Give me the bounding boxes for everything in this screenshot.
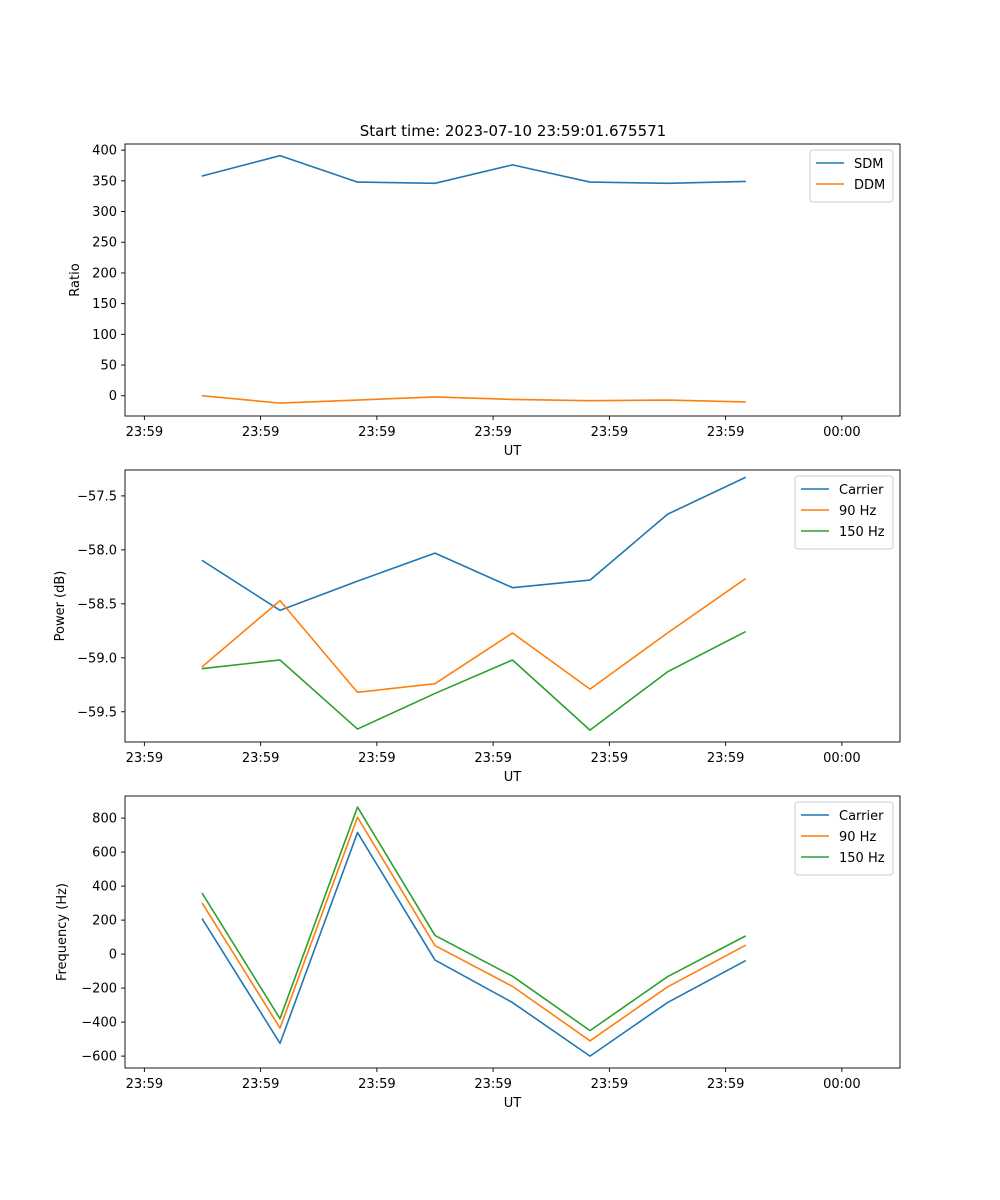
frequency-x-axis-label: UT <box>504 1096 522 1111</box>
frequency-series-90-hz <box>201 816 747 1042</box>
frequency-y-tick-label: 800 <box>92 812 117 827</box>
frequency-panel: 23:59 23:59 23:59 23:59 23:59 23:59 00:00 −600 −… <box>55 795 901 1111</box>
power-y-axis-label: Power (dB) <box>53 571 68 642</box>
frequency-x-tick-label: 23:59 <box>707 1077 744 1092</box>
frequency-legend-label: Carrier <box>839 809 884 824</box>
frequency-axes-frame <box>124 795 901 1069</box>
power-legend-label: 90 Hz <box>839 504 876 519</box>
ratio-x-tick-label: 00:00 <box>823 425 860 440</box>
ratio-y-tick-label: 400 <box>92 144 117 159</box>
power-axes-frame <box>124 469 901 743</box>
ratio-y-tick-label: 100 <box>92 328 117 343</box>
frequency-x-tick-label: 23:59 <box>242 1077 279 1092</box>
ratio-x-tick-label: 23:59 <box>358 425 395 440</box>
power-series-carrier <box>201 476 747 612</box>
figure-title: Start time: 2023-07-10 23:59:01.675571 <box>360 122 666 140</box>
frequency-legend-label: 150 Hz <box>839 851 885 866</box>
power-series-150-hz <box>201 630 747 731</box>
ratio-series-ddm <box>201 394 746 404</box>
frequency-y-tick-label: 200 <box>92 914 117 929</box>
frequency-y-axis-label: Frequency (Hz) <box>55 883 70 981</box>
frequency-series-150-hz <box>201 806 747 1032</box>
ratio-x-tick-label: 23:59 <box>474 425 511 440</box>
frequency-x-tick-label: 23:59 <box>591 1077 628 1092</box>
power-y-tick-label: −59.0 <box>77 651 117 666</box>
ratio-y-tick-label: 350 <box>92 174 117 189</box>
frequency-x-tick-label: 23:59 <box>474 1077 511 1092</box>
ratio-series-sdm <box>201 154 746 185</box>
ratio-legend-label: SDM <box>854 157 883 172</box>
ratio-y-axis-label: Ratio <box>68 263 83 296</box>
power-x-tick-label: 23:59 <box>591 751 628 766</box>
frequency-x-tick-label: 00:00 <box>823 1077 860 1092</box>
frequency-x-tick-label: 23:59 <box>358 1077 395 1092</box>
frequency-y-tick-label: 400 <box>92 880 117 895</box>
ratio-x-tick-label: 23:59 <box>126 425 163 440</box>
frequency-legend-label: 90 Hz <box>839 830 876 845</box>
power-x-tick-label: 00:00 <box>823 751 860 766</box>
ratio-y-tick-label: 150 <box>92 297 117 312</box>
ratio-x-tick-label: 23:59 <box>242 425 279 440</box>
power-y-tick-label: −59.5 <box>77 705 117 720</box>
power-legend-label: Carrier <box>839 483 884 498</box>
frequency-x-tick-label: 23:59 <box>126 1077 163 1092</box>
frequency-y-tick-label: −400 <box>81 1016 117 1031</box>
power-x-tick-label: 23:59 <box>126 751 163 766</box>
ratio-x-tick-label: 23:59 <box>707 425 744 440</box>
power-x-tick-label: 23:59 <box>707 751 744 766</box>
frequency-y-tick-label: 600 <box>92 846 117 861</box>
ratio-x-axis-label: UT <box>504 444 522 459</box>
power-legend-label: 150 Hz <box>839 525 885 540</box>
power-x-tick-label: 23:59 <box>242 751 279 766</box>
frequency-y-tick-label: 0 <box>109 948 117 963</box>
ratio-y-tick-label: 300 <box>92 205 117 220</box>
ratio-axes-frame <box>124 143 901 417</box>
power-y-tick-label: −58.0 <box>77 543 117 558</box>
ratio-y-tick-label: 200 <box>92 266 117 281</box>
frequency-y-tick-label: −600 <box>81 1050 117 1065</box>
power-y-tick-label: −58.5 <box>77 597 117 612</box>
power-panel: 23:59 23:59 23:59 23:59 23:59 23:59 00:00 −59.5… <box>53 469 901 785</box>
ratio-y-tick-label: 0 <box>109 389 117 404</box>
power-y-tick-label: −57.5 <box>77 489 117 504</box>
power-x-axis-label: UT <box>504 770 522 785</box>
power-x-tick-label: 23:59 <box>358 751 395 766</box>
ratio-panel: 23:59 23:59 23:59 23:59 23:59 23:59 00:00 0 50 10… <box>68 143 901 459</box>
power-series-90-hz <box>201 577 747 694</box>
frequency-y-tick-label: −200 <box>81 982 117 997</box>
frequency-series-carrier <box>201 831 747 1057</box>
ratio-x-tick-label: 23:59 <box>591 425 628 440</box>
ratio-y-tick-label: 50 <box>100 359 117 374</box>
ratio-y-tick-label: 250 <box>92 236 117 251</box>
power-x-tick-label: 23:59 <box>474 751 511 766</box>
ratio-legend-label: DDM <box>854 178 885 193</box>
